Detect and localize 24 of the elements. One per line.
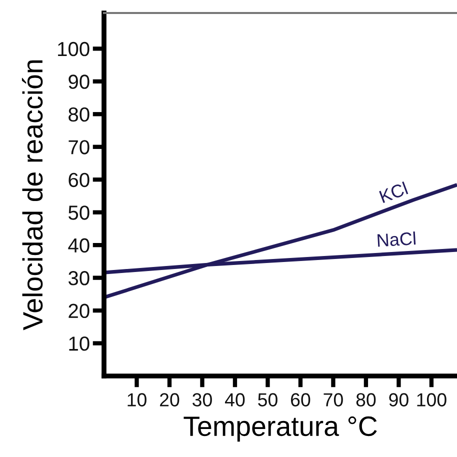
- y-axis-title: Velocidad de reacción: [22, 60, 43, 330]
- y-tick-label: 40: [68, 238, 90, 253]
- x-tick-label: 100: [417, 393, 446, 406]
- y-tick-label: 90: [68, 74, 90, 89]
- y-tick-label: 100: [58, 42, 90, 56]
- y-tick-label: 10: [69, 336, 90, 351]
- x-tick-label: 60: [291, 393, 310, 406]
- y-tick-label: 50: [68, 206, 90, 220]
- series-label: NaCl: [377, 231, 416, 247]
- x-tick-label: 80: [356, 393, 376, 406]
- x-axis-title: Temperatura °C: [184, 416, 377, 442]
- text: KCl: [378, 181, 408, 204]
- x-tick-label: 40: [224, 393, 245, 406]
- x-tick-label: 20: [160, 393, 180, 406]
- x-tick-label: 50: [258, 393, 278, 406]
- y-tick-label: 20: [68, 304, 90, 318]
- y-tick-label: 60: [68, 172, 90, 188]
- x-tick-label: 10: [128, 393, 146, 406]
- y-tick-label: 70: [68, 140, 90, 154]
- y-tick-label: 80: [68, 107, 90, 122]
- y-tick-label: 30: [68, 271, 90, 286]
- x-tick-label: 90: [389, 393, 408, 406]
- x-tick-label: 70: [324, 393, 343, 406]
- x-tick-label: 30: [192, 393, 212, 406]
